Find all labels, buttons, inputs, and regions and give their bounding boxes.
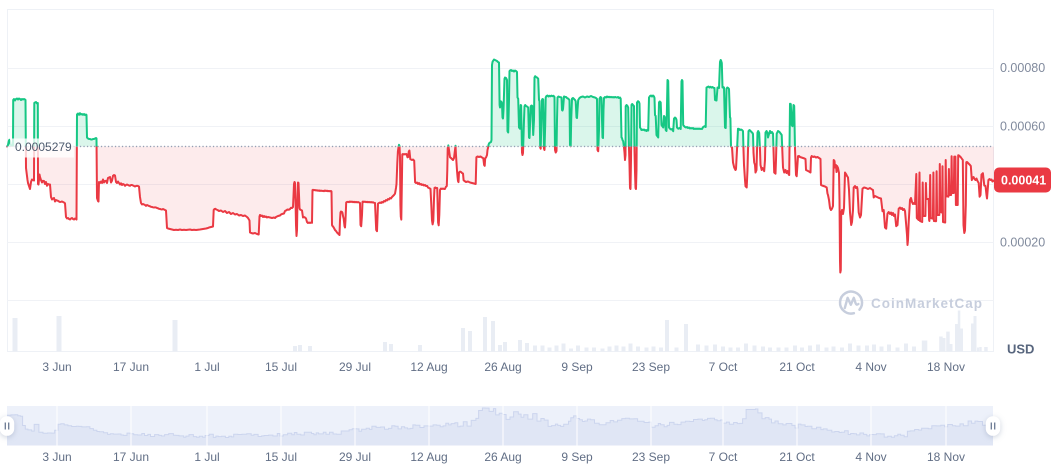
svg-text:0.00041: 0.00041 [1001, 174, 1046, 188]
svg-text:17 Jun: 17 Jun [113, 360, 149, 374]
svg-text:USD: USD [1007, 342, 1034, 357]
svg-text:29 Jul: 29 Jul [339, 450, 371, 464]
svg-text:0.00080: 0.00080 [1000, 61, 1045, 75]
svg-text:3 Jun: 3 Jun [42, 450, 71, 464]
svg-text:9 Sep: 9 Sep [561, 450, 593, 464]
svg-text:4 Nov: 4 Nov [855, 450, 886, 464]
svg-text:7 Oct: 7 Oct [709, 360, 738, 374]
svg-text:0.00020: 0.00020 [1000, 236, 1045, 250]
svg-text:0.00060: 0.00060 [1000, 119, 1045, 133]
svg-text:29 Jul: 29 Jul [339, 360, 371, 374]
svg-text:4 Nov: 4 Nov [855, 360, 886, 374]
svg-text:3 Jun: 3 Jun [42, 360, 71, 374]
svg-text:23 Sep: 23 Sep [632, 360, 670, 374]
svg-text:1 Jul: 1 Jul [194, 360, 219, 374]
svg-text:23 Sep: 23 Sep [632, 450, 670, 464]
svg-text:CoinMarketCap: CoinMarketCap [871, 296, 983, 311]
svg-text:15 Jul: 15 Jul [265, 360, 297, 374]
svg-text:21 Oct: 21 Oct [779, 360, 815, 374]
svg-text:18 Nov: 18 Nov [927, 360, 965, 374]
svg-text:21 Oct: 21 Oct [779, 450, 815, 464]
svg-text:1 Jul: 1 Jul [194, 450, 219, 464]
svg-text:26 Aug: 26 Aug [484, 450, 521, 464]
svg-text:15 Jul: 15 Jul [265, 450, 297, 464]
svg-text:17 Jun: 17 Jun [113, 450, 149, 464]
svg-text:0.0005279: 0.0005279 [15, 140, 72, 154]
svg-text:12 Aug: 12 Aug [410, 450, 447, 464]
svg-text:18 Nov: 18 Nov [927, 450, 965, 464]
svg-text:26 Aug: 26 Aug [484, 360, 521, 374]
svg-text:12 Aug: 12 Aug [410, 360, 447, 374]
svg-text:7 Oct: 7 Oct [709, 450, 738, 464]
svg-text:9 Sep: 9 Sep [561, 360, 593, 374]
